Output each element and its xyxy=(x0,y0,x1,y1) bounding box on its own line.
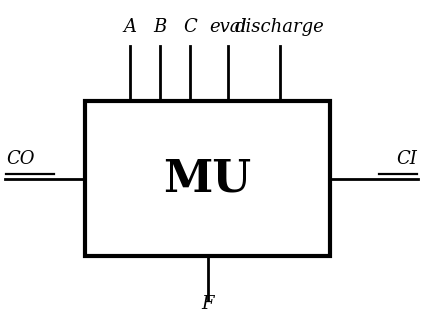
Text: CI: CI xyxy=(396,150,417,168)
Bar xyxy=(85,101,330,256)
Text: CO: CO xyxy=(6,150,35,168)
Text: B: B xyxy=(154,18,167,36)
Text: A: A xyxy=(124,18,137,36)
Text: discharge: discharge xyxy=(235,18,325,36)
Text: MU: MU xyxy=(163,157,252,200)
Text: C: C xyxy=(183,18,197,36)
Text: eval: eval xyxy=(209,18,247,36)
Text: F: F xyxy=(201,295,214,313)
